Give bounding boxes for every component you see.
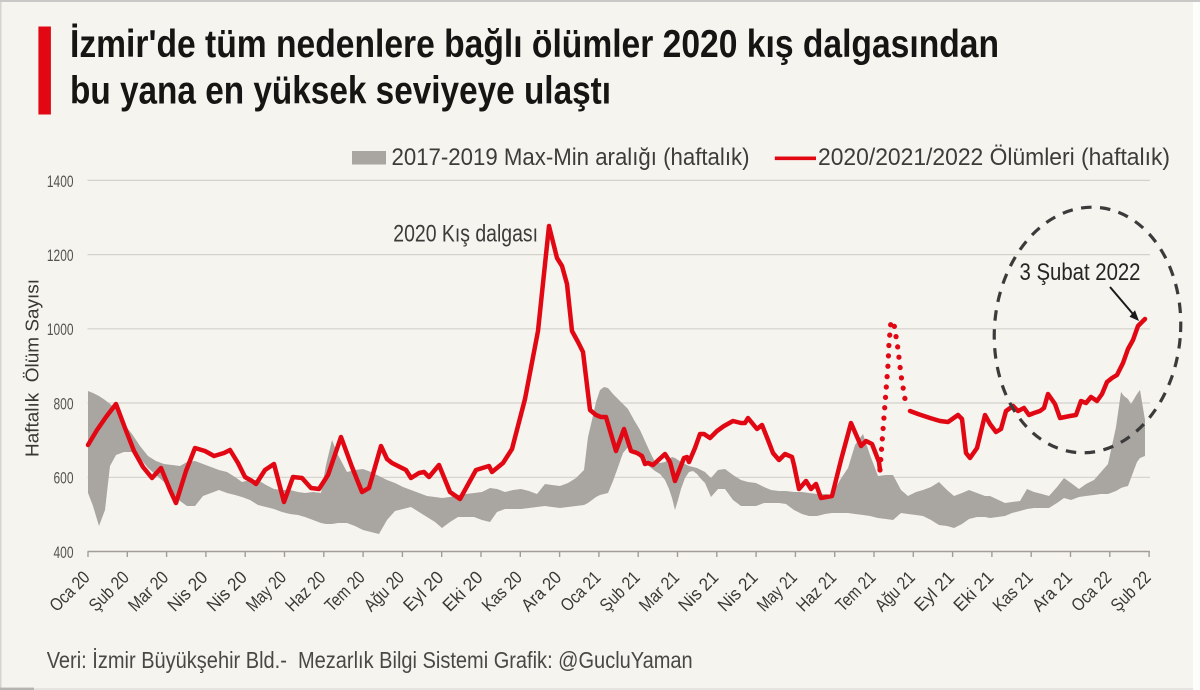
- svg-text:400: 400: [54, 543, 74, 562]
- svg-text:bu yana en yüksek seviyeye ula: bu yana en yüksek seviyeye ulaştı: [70, 70, 611, 113]
- svg-text:3 Şubat 2022: 3 Şubat 2022: [1020, 259, 1141, 286]
- svg-text:2020 Kış dalgası: 2020 Kış dalgası: [393, 220, 538, 247]
- svg-text:1000: 1000: [47, 320, 74, 339]
- svg-text:2020/2021/2022 Ölümleri (hafta: 2020/2021/2022 Ölümleri (haftalık): [818, 144, 1170, 171]
- svg-text:İzmir'de tüm nedenlere bağlı ö: İzmir'de tüm nedenlere bağlı ölümler 202…: [70, 23, 999, 66]
- svg-text:600: 600: [54, 469, 74, 488]
- svg-text:1400: 1400: [47, 172, 74, 191]
- svg-text:800: 800: [54, 394, 74, 413]
- svg-text:Haftalık Ölüm Sayısı: Haftalık Ölüm Sayısı: [22, 279, 42, 457]
- svg-text:Veri: İzmir Büyükşehir Bld.-: Veri: İzmir Büyükşehir Bld.- Mezarlık Bi…: [47, 647, 693, 673]
- svg-text:1200: 1200: [47, 246, 74, 265]
- svg-text:2017-2019 Max-Min aralığı (haf: 2017-2019 Max-Min aralığı (haftalık): [392, 144, 750, 171]
